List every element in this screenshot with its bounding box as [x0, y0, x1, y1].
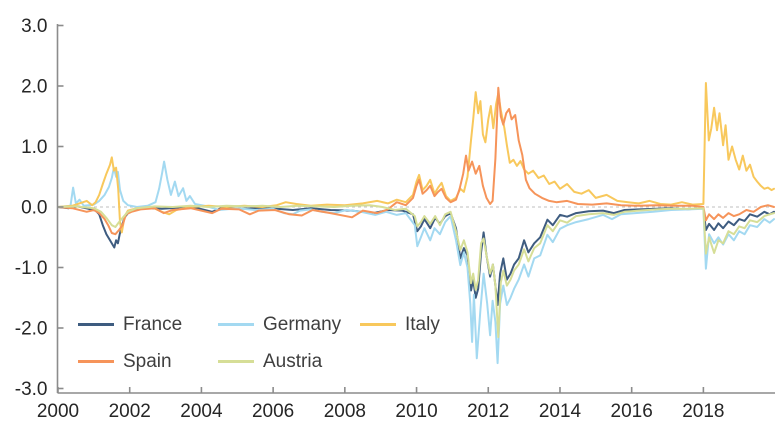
series-line-germany — [57, 160, 775, 365]
legend-item-france: France — [78, 312, 218, 337]
x-tick-label: 2018 — [682, 401, 724, 422]
x-tick-label: 2012 — [467, 401, 509, 422]
legend-label-france: France — [123, 313, 183, 335]
series-line-spain — [57, 86, 775, 236]
x-tick-label: 2004 — [180, 401, 223, 422]
legend-label-spain: Spain — [123, 350, 172, 372]
legend-label-italy: Italy — [405, 313, 440, 335]
y-tick-label: 2.0 — [21, 77, 47, 98]
legend-item-italy: Italy — [360, 312, 530, 337]
x-tick-label: 2014 — [539, 401, 582, 422]
legend-label-austria: Austria — [263, 350, 323, 372]
x-tick-label: 2016 — [611, 401, 653, 422]
x-tick-label: 2006 — [252, 401, 294, 422]
x-tick-label: 2000 — [37, 401, 79, 422]
x-tick-label: 2002 — [109, 401, 151, 422]
y-tick-label: 0.0 — [21, 198, 47, 219]
legend-line-swatch-italy — [360, 323, 396, 326]
y-tick-label: -2.0 — [15, 319, 48, 340]
y-tick-label: -3.0 — [15, 379, 48, 400]
x-tick-label: 2008 — [324, 401, 366, 422]
y-tick-label: 1.0 — [21, 137, 47, 158]
legend-line-swatch-austria — [218, 360, 254, 363]
legend-line-swatch-spain — [78, 360, 114, 363]
y-tick-label: 3.0 — [21, 16, 47, 37]
legend-item-spain: Spain — [78, 349, 218, 374]
legend-item-germany: Germany — [218, 312, 360, 337]
series-line-austria — [57, 204, 775, 339]
legend-item-austria: Austria — [218, 349, 360, 374]
legend-line-swatch-france — [78, 323, 114, 326]
chart-legend: France Germany Italy Spain Austria — [78, 312, 530, 374]
legend-label-germany: Germany — [263, 313, 342, 335]
y-tick-label: -1.0 — [15, 258, 48, 279]
legend-line-swatch-germany — [218, 323, 254, 326]
x-tick-label: 2010 — [395, 401, 437, 422]
